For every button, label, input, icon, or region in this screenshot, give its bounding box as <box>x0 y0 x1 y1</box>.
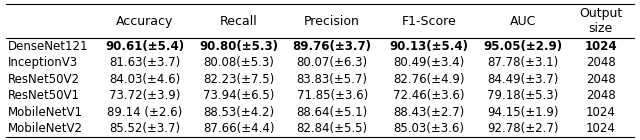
Text: 2048: 2048 <box>586 89 616 102</box>
Text: 80.08(±5.3): 80.08(±5.3) <box>203 56 274 69</box>
Text: 88.53(±4.2): 88.53(±4.2) <box>203 106 274 119</box>
Text: DenseNet121: DenseNet121 <box>8 40 88 53</box>
Text: 89.76(±3.7): 89.76(±3.7) <box>292 40 372 53</box>
Text: 90.80(±5.3): 90.80(±5.3) <box>199 40 278 53</box>
Text: 88.43(±2.7): 88.43(±2.7) <box>394 106 465 119</box>
Text: 85.03(±3.6): 85.03(±3.6) <box>394 122 465 135</box>
Text: Recall: Recall <box>220 15 257 27</box>
Text: 82.23(±7.5): 82.23(±7.5) <box>203 73 274 86</box>
Text: 82.84(±5.5): 82.84(±5.5) <box>296 122 368 135</box>
Text: 73.72(±3.9): 73.72(±3.9) <box>109 89 180 102</box>
Text: 87.66(±4.4): 87.66(±4.4) <box>203 122 275 135</box>
Text: 1024: 1024 <box>584 40 617 53</box>
Text: 87.78(±3.1): 87.78(±3.1) <box>487 56 558 69</box>
Text: InceptionV3: InceptionV3 <box>8 56 78 69</box>
Text: 90.61(±5.4): 90.61(±5.4) <box>106 40 184 53</box>
Text: Output
size: Output size <box>579 7 622 35</box>
Text: MobileNetV1: MobileNetV1 <box>8 106 83 119</box>
Text: ResNet50V2: ResNet50V2 <box>8 73 80 86</box>
Text: F1-Score: F1-Score <box>402 15 456 27</box>
Text: 80.49(±3.4): 80.49(±3.4) <box>394 56 465 69</box>
Text: 79.18(±5.3): 79.18(±5.3) <box>487 89 558 102</box>
Text: 81.63(±3.7): 81.63(±3.7) <box>109 56 180 69</box>
Text: Accuracy: Accuracy <box>116 15 173 27</box>
Text: 84.49(±3.7): 84.49(±3.7) <box>487 73 559 86</box>
Text: 80.07(±6.3): 80.07(±6.3) <box>296 56 368 69</box>
Text: Precision: Precision <box>304 15 360 27</box>
Text: 73.94(±6.5): 73.94(±6.5) <box>203 89 275 102</box>
Text: 2048: 2048 <box>586 73 616 86</box>
Text: 72.46(±3.6): 72.46(±3.6) <box>394 89 465 102</box>
Text: 95.05(±2.9): 95.05(±2.9) <box>483 40 563 53</box>
Text: AUC: AUC <box>509 15 536 27</box>
Text: 88.64(±5.1): 88.64(±5.1) <box>296 106 368 119</box>
Text: 89.14 (±2.6): 89.14 (±2.6) <box>108 106 182 119</box>
Text: 82.76(±4.9): 82.76(±4.9) <box>394 73 465 86</box>
Text: 1024: 1024 <box>586 106 616 119</box>
Text: 92.78(±2.7): 92.78(±2.7) <box>487 122 559 135</box>
Text: 83.83(±5.7): 83.83(±5.7) <box>296 73 367 86</box>
Text: 94.15(±1.9): 94.15(±1.9) <box>487 106 559 119</box>
Text: 90.13(±5.4): 90.13(±5.4) <box>390 40 468 53</box>
Text: 84.03(±4.6): 84.03(±4.6) <box>109 73 180 86</box>
Text: 1024: 1024 <box>586 122 616 135</box>
Text: MobileNetV2: MobileNetV2 <box>8 122 83 135</box>
Text: 2048: 2048 <box>586 56 616 69</box>
Text: 71.85(±3.6): 71.85(±3.6) <box>296 89 368 102</box>
Text: 85.52(±3.7): 85.52(±3.7) <box>109 122 180 135</box>
Text: ResNet50V1: ResNet50V1 <box>8 89 80 102</box>
